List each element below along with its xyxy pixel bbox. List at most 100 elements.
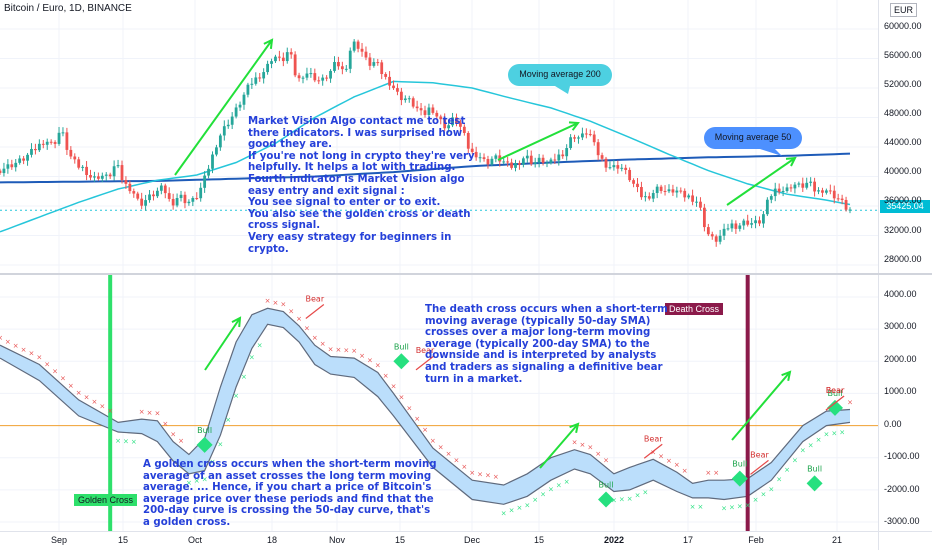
candle-body [423, 110, 427, 115]
candle-body [266, 63, 269, 73]
candle-body [510, 162, 513, 168]
golden-cross-note[interactable]: A golden cross occurs when the short-ter… [143, 459, 437, 528]
candle-body [612, 165, 616, 168]
trend-arrow [539, 423, 579, 469]
symbol-title[interactable]: Bitcoin / Euro, 1D, BINANCE [4, 3, 132, 14]
candle-body [388, 76, 391, 86]
signal-cross: × [619, 496, 625, 504]
candle-body [655, 186, 659, 194]
candle-body [518, 163, 521, 165]
candle-body [742, 220, 746, 226]
candle-body [254, 77, 258, 84]
signal-cross: × [60, 375, 66, 383]
candle-body [183, 194, 187, 204]
signal-cross: × [658, 453, 664, 461]
bear-signal-marker[interactable] [305, 303, 325, 319]
candle-body [238, 104, 242, 108]
candle-body [199, 187, 203, 199]
bull-signal-marker[interactable] [598, 491, 615, 508]
band-lower-line [0, 323, 851, 505]
candle-body [305, 73, 309, 78]
trend-arrow [204, 317, 241, 371]
bear-signal-label: Bear [750, 450, 769, 459]
candle-body [466, 132, 470, 149]
candle-body [14, 162, 18, 168]
bull-signal-label: Bull [732, 460, 747, 469]
bear-signal-label: Bear [644, 434, 663, 443]
candle-body [545, 162, 549, 164]
candle-body [163, 185, 167, 194]
candle-body [41, 143, 45, 145]
indicator-tick: -2000.00 [884, 484, 920, 494]
candle-body [234, 107, 238, 117]
signal-cross: × [398, 393, 404, 401]
bear-signal-marker[interactable] [750, 459, 769, 475]
candle-body [462, 126, 466, 133]
candle-body [49, 141, 53, 143]
main-note[interactable]: Market Vision Algo contact me to test th… [248, 116, 475, 255]
candle-body [93, 176, 96, 178]
candle-body [478, 157, 482, 159]
signal-cross: × [84, 393, 90, 401]
candle-body [769, 196, 773, 200]
candle-body [828, 190, 832, 192]
death-cross-note[interactable]: The death cross occurs when a short-term… [425, 304, 668, 385]
candle-body [293, 54, 297, 76]
candle-body [805, 182, 809, 188]
candle-body [561, 154, 565, 157]
golden-cross-label: Golden Cross [74, 494, 138, 506]
candle-body [620, 167, 624, 169]
signal-cross: × [29, 350, 35, 358]
indicator-tick: -3000.00 [884, 516, 920, 526]
signal-cross: × [320, 340, 326, 348]
signal-cross: × [328, 345, 334, 353]
candle-body [758, 220, 761, 224]
candle-body [159, 185, 163, 191]
bull-signal-marker[interactable] [393, 353, 410, 370]
candle-body [577, 137, 580, 139]
signal-cross: × [556, 482, 562, 490]
bull-signal-marker[interactable] [731, 470, 748, 487]
candle-body [640, 187, 643, 198]
signal-cross: × [359, 352, 365, 360]
candle-body [832, 190, 836, 199]
bear-signal-marker[interactable] [643, 443, 663, 459]
candle-body [120, 165, 124, 181]
price-tick: 48000.00 [884, 108, 922, 118]
signal-cross: × [698, 503, 704, 511]
candle-body [451, 117, 454, 126]
candle-body [439, 116, 443, 120]
candle-body [746, 220, 750, 225]
candle-body [470, 148, 474, 152]
candle-body [840, 198, 844, 200]
bull-signal-marker[interactable] [827, 399, 843, 416]
candle-body [226, 124, 230, 127]
candle-body [675, 190, 679, 193]
bear-signal-marker[interactable] [825, 395, 845, 411]
bull-signal-marker[interactable] [196, 436, 213, 453]
candle-body [289, 52, 293, 55]
signal-cross: × [839, 428, 845, 436]
candle-body [61, 132, 65, 134]
signal-cross: × [572, 439, 578, 447]
time-tick: 15 [533, 535, 545, 545]
candle-body [636, 183, 639, 188]
bear-signal-marker[interactable] [415, 355, 435, 371]
ma200-line [0, 152, 851, 184]
pane-divider[interactable] [0, 273, 932, 275]
currency-badge[interactable]: EUR [890, 3, 918, 17]
bull-signal-marker[interactable] [806, 475, 823, 492]
candle-body [844, 199, 848, 210]
bear-signal-label: Bear [306, 294, 325, 303]
candle-body [187, 201, 191, 204]
candle-body [368, 57, 372, 66]
signal-cross: × [461, 463, 467, 471]
candle-body [502, 161, 506, 163]
candle-body [392, 85, 395, 89]
signal-cross: × [768, 485, 774, 493]
signal-cross: × [430, 437, 436, 445]
candle-body [718, 235, 722, 242]
candle-body [663, 190, 667, 192]
